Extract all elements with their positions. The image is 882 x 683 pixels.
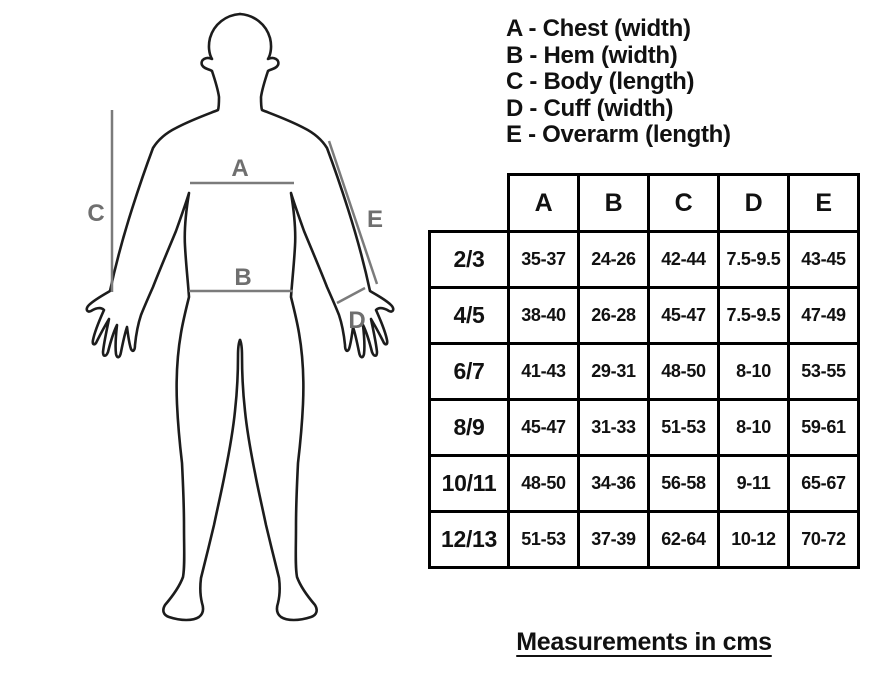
size-row-label: 6/7 (428, 342, 510, 401)
table-cell: 29-31 (577, 342, 650, 401)
table-cell: 45-47 (507, 398, 580, 457)
size-row-label: 8/9 (428, 398, 510, 457)
measurements-note-text: Measurements in cms (516, 628, 772, 656)
legend-item-cuff: D - Cuff (width) (506, 94, 674, 122)
table-cell: 41-43 (507, 342, 580, 401)
body-outline-mirror (85, 12, 242, 622)
column-header-e: E (787, 173, 860, 233)
measure-label-c: C (87, 200, 104, 227)
table-cell: 31-33 (577, 398, 650, 457)
measure-label-d: D (348, 307, 365, 334)
legend-item-chest: A - Chest (width) (506, 15, 691, 42)
table-cell: 37-39 (577, 510, 650, 569)
measurements-note: Measurements in cms (428, 628, 860, 657)
table-cell: 48-50 (647, 342, 720, 401)
size-table: A B C D E 2/3 35-37 24-26 42-44 7.5-9.5 … (428, 173, 860, 569)
measure-line-cuff (336, 286, 366, 305)
table-cell: 53-55 (787, 342, 860, 401)
column-header-b: B (577, 173, 650, 233)
legend: A - Chest (width) B - Hem (width) C - Bo… (506, 15, 731, 149)
measure-label-b: B (234, 264, 251, 291)
table-row: 4/5 38-40 26-28 45-47 7.5-9.5 47-49 (428, 286, 860, 345)
table-cell: 8-10 (717, 398, 790, 457)
table-cell: 70-72 (787, 510, 860, 569)
table-cell: 51-53 (647, 398, 720, 457)
table-cell: 59-61 (787, 398, 860, 457)
legend-item-hem: B - Hem (width) (506, 41, 678, 69)
table-cell: 24-26 (577, 230, 650, 289)
table-cell: 42-44 (647, 230, 720, 289)
measure-label-a: A (231, 155, 248, 182)
body-figure-svg: A B C D E (85, 12, 395, 622)
table-cell: 43-45 (787, 230, 860, 289)
size-row-label: 12/13 (428, 510, 510, 569)
table-cell: 8-10 (717, 342, 790, 401)
table-cell: 65-67 (787, 454, 860, 513)
table-cell: 35-37 (507, 230, 580, 289)
column-header-d: D (717, 173, 790, 233)
column-header-a: A (507, 173, 580, 233)
legend-item-body: C - Body (length) (506, 68, 695, 95)
table-cell: 56-58 (647, 454, 720, 513)
table-cell: 7.5-9.5 (717, 230, 790, 289)
table-row: 2/3 35-37 24-26 42-44 7.5-9.5 43-45 (428, 230, 860, 289)
table-cell: 62-64 (647, 510, 720, 569)
body-outline (238, 12, 395, 622)
size-row-label: 2/3 (428, 230, 510, 289)
table-row: 12/13 51-53 37-39 62-64 10-12 70-72 (428, 510, 860, 569)
table-cell: 38-40 (507, 286, 580, 345)
size-row-label: 4/5 (428, 286, 510, 345)
table-cell: 51-53 (507, 510, 580, 569)
table-corner-blank (430, 175, 509, 232)
table-cell: 34-36 (577, 454, 650, 513)
table-cell: 48-50 (507, 454, 580, 513)
measure-label-e: E (367, 206, 383, 233)
table-cell: 7.5-9.5 (717, 286, 790, 345)
column-header-c: C (647, 173, 720, 233)
table-cell: 45-47 (647, 286, 720, 345)
measure-line-overarm (327, 140, 379, 285)
table-row: 10/11 48-50 34-36 56-58 9-11 65-67 (428, 454, 860, 513)
size-row-label: 10/11 (428, 454, 510, 513)
table-cell: 9-11 (717, 454, 790, 513)
table-row: 6/7 41-43 29-31 48-50 8-10 53-55 (428, 342, 860, 401)
body-figure: A B C D E (0, 0, 430, 683)
table-cell: 10-12 (717, 510, 790, 569)
table-row: 8/9 45-47 31-33 51-53 8-10 59-61 (428, 398, 860, 457)
table-cell: 47-49 (787, 286, 860, 345)
legend-item-overarm: E - Overarm (length) (506, 121, 731, 148)
table-cell: 26-28 (577, 286, 650, 345)
table-header-row: A B C D E (430, 173, 860, 233)
